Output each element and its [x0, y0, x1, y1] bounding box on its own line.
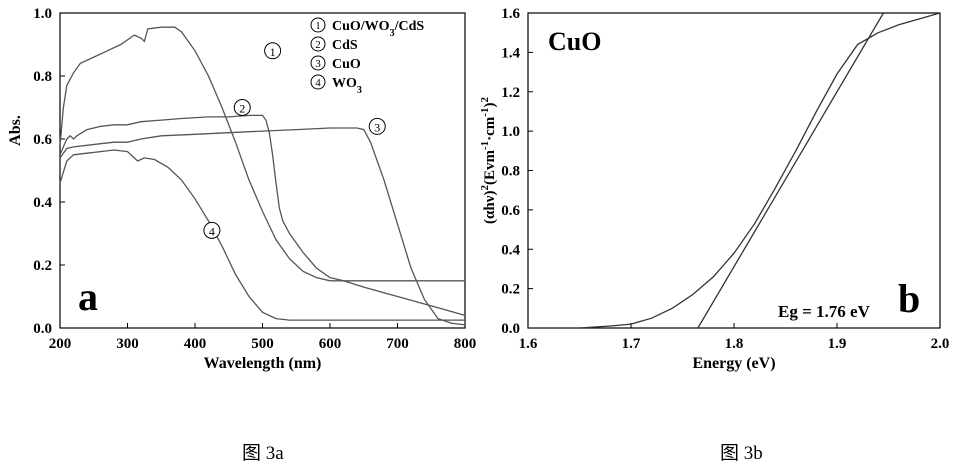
series-line-4	[60, 150, 465, 320]
panel-label: b	[898, 276, 920, 321]
x-tick-label: 500	[251, 336, 274, 352]
y-tick-label: 0.8	[33, 69, 52, 85]
legend-entry-label: CuO	[332, 57, 361, 72]
legend-entry-label: CuO/WO3/CdS	[332, 19, 424, 39]
figure-caption-3a: 图 3a	[242, 438, 284, 465]
y-tick-label: 0.0	[501, 321, 520, 337]
y-tick-label: 1.2	[501, 85, 520, 101]
series-line-3	[60, 128, 465, 325]
y-tick-label: 0.4	[33, 195, 52, 211]
legend-marker-label: 4	[315, 77, 321, 89]
x-tick-label: 800	[454, 336, 477, 352]
plot-frame	[528, 13, 940, 328]
series-line-tangent	[698, 13, 884, 328]
series-line-data	[528, 13, 940, 328]
bandgap-annotation: Eg = 1.76 eV	[778, 302, 871, 321]
y-tick-label: 1.6	[501, 6, 520, 22]
figure-svg: 200 300 400 500 600 700 800 0.0 0.2 0.4 0.6 0.8 1.0 W…	[0, 0, 958, 468]
y-tick-label: 0.2	[33, 258, 52, 274]
x-tick-label: 600	[319, 336, 342, 352]
y-tick-label: 0.6	[501, 203, 520, 219]
x-tick-label: 300	[116, 336, 139, 352]
absorbance-chart: 200 300 400 500 600 700 800 0.0 0.2 0.4 0.6 0.8 1.0 W…	[7, 6, 476, 372]
y-tick-label: 1.0	[33, 6, 52, 22]
series-marker-label: 1	[270, 45, 276, 59]
x-tick-label: 400	[184, 336, 207, 352]
y-axis-label: Abs.	[7, 115, 24, 146]
x-axis-label: Wavelength (nm)	[204, 355, 322, 372]
legend-marker-label: 3	[315, 58, 321, 70]
x-tick-label: 200	[49, 336, 72, 352]
y-axis-label: (αhν)2(Evm-1·cm-1)2	[479, 97, 498, 224]
y-tick-label: 0.2	[501, 282, 520, 298]
series-marker-label: 2	[239, 102, 245, 116]
x-tick-label: 1.8	[725, 336, 744, 352]
tauc-plot-chart: 1.6 1.7 1.8 1.9 2.0 0.0 0.2 0.4 0.6 0.8 1.0 1.2 1.4 1…	[479, 6, 949, 372]
x-axis-label: Energy (eV)	[692, 355, 775, 372]
legend-entry-label: CdS	[332, 38, 358, 53]
x-tick-label: 1.9	[828, 336, 847, 352]
figure-caption-3b: 图 3b	[720, 438, 763, 465]
series-marker-label: 4	[209, 224, 215, 238]
series-marker-label: 3	[374, 120, 380, 134]
y-tick-label: 0.4	[501, 242, 520, 258]
x-tick-label: 1.7	[622, 336, 641, 352]
legend-entry-label: WO3	[332, 76, 362, 96]
y-tick-label: 0.6	[33, 132, 52, 148]
chart-title: CuO	[548, 27, 601, 56]
legend-marker-label: 2	[315, 39, 321, 51]
x-tick-label: 2.0	[931, 336, 950, 352]
series-line-2	[60, 115, 465, 315]
series-line-1	[60, 27, 465, 281]
x-tick-label: 700	[386, 336, 409, 352]
y-tick-label: 0.8	[501, 164, 520, 180]
y-tick-label: 1.0	[501, 124, 520, 140]
y-tick-label: 1.4	[501, 45, 520, 61]
x-tick-label: 1.6	[519, 336, 538, 352]
legend-marker-label: 1	[315, 20, 321, 32]
y-tick-label: 0.0	[33, 321, 52, 337]
panel-label: a	[78, 274, 98, 319]
